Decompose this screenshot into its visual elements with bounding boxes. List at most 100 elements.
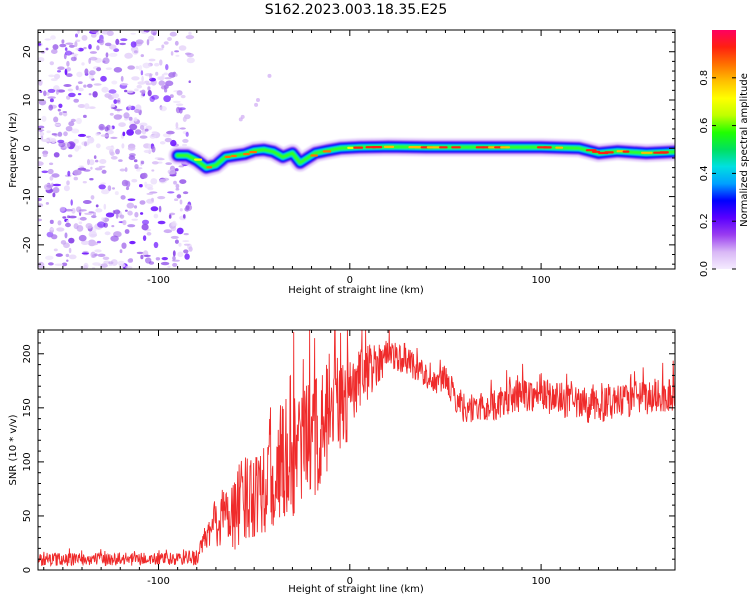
noise-speckle <box>102 256 110 260</box>
noise-speckle <box>94 167 103 171</box>
noise-speckle <box>71 207 76 214</box>
noise-speckle <box>123 112 130 119</box>
noise-speckle <box>154 62 160 67</box>
noise-speckle <box>68 154 73 158</box>
y-tick-label: 150 <box>22 398 33 417</box>
noise-speckle <box>56 227 65 232</box>
noise-speckle <box>165 162 172 166</box>
noise-speckle <box>38 161 44 166</box>
colorbar-ticks: 0.0 0.2 0.4 0.6 0.8 <box>699 70 736 277</box>
noise-speckle <box>142 131 146 135</box>
noise-speckle <box>63 185 70 192</box>
noise-speckle <box>185 205 190 211</box>
noise-speckle <box>78 221 83 225</box>
colorbar-tick-label: 0.2 <box>699 213 710 229</box>
noise-speckle <box>47 168 54 175</box>
noise-speckle <box>155 71 159 76</box>
noise-speckle <box>41 170 49 174</box>
noise-speckle <box>95 204 99 208</box>
noise-speckle <box>88 231 98 238</box>
noise-speckle <box>91 215 97 219</box>
noise-speckle <box>97 240 101 244</box>
noise-speckle <box>83 262 89 269</box>
noise-speckle <box>38 218 43 222</box>
noise-speckle <box>140 254 144 260</box>
noise-speckle <box>126 89 134 94</box>
noise-speckle <box>176 90 183 96</box>
noise-speckle <box>119 249 123 254</box>
noise-speckle <box>150 206 159 212</box>
noise-speckle <box>131 178 138 183</box>
noise-speckle <box>144 181 148 187</box>
noise-speckle <box>103 203 107 210</box>
spectrogram-xlabel: Height of straight line (km) <box>288 285 424 296</box>
noise-speckle <box>174 239 179 244</box>
noise-speckle <box>170 225 177 232</box>
noise-speckle <box>122 131 126 137</box>
noise-speckle <box>174 40 179 46</box>
figure-title: S162.2023.003.18.35.E25 <box>265 2 448 18</box>
x-tick-label: -100 <box>147 275 170 286</box>
noise-speckle <box>176 194 182 199</box>
noise-speckle <box>112 187 115 190</box>
noise-speckle <box>99 159 107 164</box>
noise-speckle <box>113 67 123 73</box>
noise-speckle <box>116 99 121 103</box>
noise-speckle <box>38 129 45 132</box>
noise-speckle <box>174 168 179 172</box>
noise-speckle <box>172 255 176 261</box>
noise-speckle <box>54 263 64 266</box>
noise-speckle <box>52 192 56 198</box>
noise-speckle <box>127 224 136 228</box>
noise-speckle <box>50 138 57 144</box>
noise-speckle <box>66 60 70 67</box>
noise-speckle <box>182 116 187 122</box>
noise-speckle <box>140 70 144 76</box>
noise-speckle <box>146 198 155 204</box>
noise-speckle <box>110 145 114 148</box>
noise-speckle <box>45 255 54 260</box>
noise-speckle <box>67 170 71 177</box>
x-tick-label: 0 <box>347 275 353 286</box>
noise-speckle <box>169 31 177 37</box>
snr-ticks: -100 0 100 0 50 100 150 200 <box>22 330 676 587</box>
noise-speckle <box>125 209 128 212</box>
noise-speckle <box>157 76 162 80</box>
noise-speckle <box>49 61 54 66</box>
noise-speckle <box>84 103 90 110</box>
noise-speckle <box>142 235 147 242</box>
noise-speckle <box>149 134 156 139</box>
noise-speckle <box>111 225 115 228</box>
noise-speckle <box>133 205 138 209</box>
noise-speckle <box>151 146 156 153</box>
noise-speckle <box>98 123 105 131</box>
noise-speckle <box>128 258 133 262</box>
snr-frame <box>37 329 676 571</box>
noise-speckle <box>118 159 123 162</box>
noise-speckle <box>73 176 79 181</box>
noise-speckle <box>51 49 58 54</box>
noise-speckle <box>65 42 74 45</box>
noise-speckle <box>53 116 59 123</box>
noise-speckle <box>47 88 56 93</box>
noise-speckle <box>164 137 172 143</box>
noise-speckle <box>55 89 59 95</box>
noise-speckle <box>114 108 123 111</box>
colorbar-gradient <box>712 30 736 269</box>
noise-speckle <box>57 66 65 70</box>
noise-speckle <box>178 165 185 168</box>
noise-speckle <box>52 187 60 194</box>
noise-speckle <box>125 180 131 188</box>
noise-speckle <box>44 38 52 41</box>
noise-speckle <box>96 67 102 72</box>
noise-speckle <box>121 83 129 86</box>
noise-speckle <box>255 98 260 103</box>
spectrogram-plot-area <box>38 30 675 269</box>
noise-speckle <box>121 143 125 149</box>
noise-speckle <box>66 67 72 72</box>
noise-speckle <box>171 221 176 227</box>
noise-speckle <box>54 123 61 126</box>
noise-speckle <box>90 251 96 258</box>
noise-speckle <box>110 235 119 242</box>
noise-speckle <box>96 45 100 51</box>
